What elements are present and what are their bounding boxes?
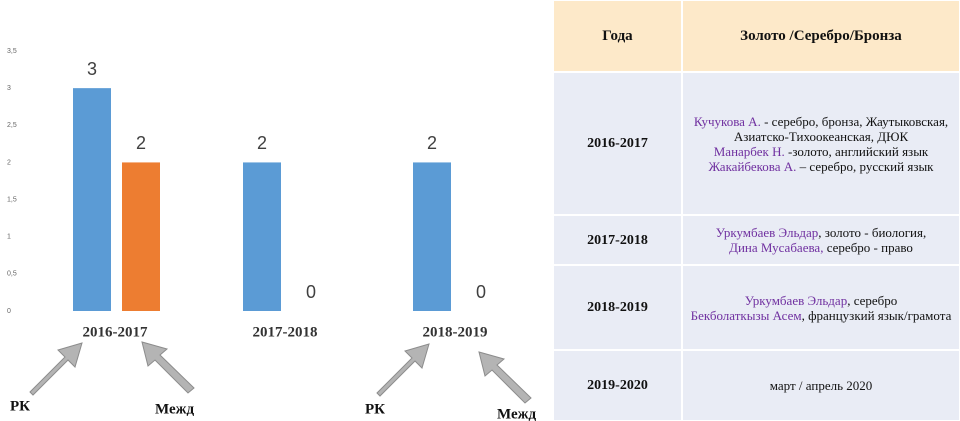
award-text: серебро - право [823,240,913,255]
data-label: 0 [306,282,316,302]
detail-line: Уркумбаев Эльдар, золото - биология, [716,225,926,240]
chart: 00,511,522,533,52016-2017322017-20182020… [7,48,536,421]
award-text: -золото, английский язык [784,143,929,159]
award-text: , золото - биология, [818,225,927,240]
data-label: 0 [476,282,486,302]
annotation: РК [365,401,385,417]
year: 2016-2017 [587,136,648,151]
award-text: - серебро, бронза, Жаутыковская, Азиатск… [733,113,949,144]
detail-line: март / апрель 2020 [770,378,873,393]
bar [73,88,111,312]
annotation: Межд [155,401,194,417]
arrow [29,342,83,396]
data-label: 3 [87,59,97,79]
header-text: Золото /Серебро/Бронза [740,27,902,44]
detail-line: Жакайбекова А. – серебро, русский язык [686,159,956,174]
year: 2018-2019 [587,300,648,315]
details: Уркумбаев Эльдар, серебро Бекболаткызы Ас… [691,293,952,323]
arrow [478,351,532,404]
data-label: 2 [257,133,267,153]
details: Кучукова А. - серебро, бронза, Жаутыковс… [686,114,956,174]
x-tick-label: 2018-2019 [423,324,488,340]
details: Уркумбаев Эльдар, золото - биология, Дина… [716,225,926,255]
arrow [376,343,430,397]
award-text: , французкий язык/грамота [801,307,952,323]
year-cell: 2019-2020 [553,350,682,421]
x-tick-label: 2017-2018 [253,324,318,340]
details-cell: Уркумбаев Эльдар, золото - биология, Дина… [682,215,960,265]
award-text: март / апрель 2020 [769,378,873,393]
detail-line: Бекболаткызы Асем, французкий язык/грамо… [691,308,952,323]
year-cell: 2016-2017 [553,72,682,215]
x-tick-label: 2016-2017 [83,324,148,340]
detail-line: Кучукова А. - серебро, бронза, Жаутыковс… [686,114,956,144]
annotation: РК [10,398,30,414]
annotation: Межд [497,406,536,421]
detail-line: Дина Мусабаева, серебро - право [716,240,926,255]
details: март / апрель 2020 [770,378,873,393]
header-cell: Года [553,0,682,72]
y-tick-label: 1 [7,234,11,241]
person-name: Кучукова А. [693,113,761,129]
year-cell: 2017-2018 [553,215,682,265]
detail-line: Уркумбаев Эльдар, серебро [691,293,952,308]
person-name: Жакайбекова А. [708,158,797,174]
y-tick-label: 3 [7,85,11,92]
y-tick-label: 3,5 [7,48,17,55]
bar [243,162,281,311]
person-name: Бекболаткызы Асем [690,307,802,323]
header-text: Года [602,27,633,44]
y-tick-label: 0,5 [7,271,17,278]
bar [122,162,160,311]
person-name: Уркумбаев Эльдар [744,292,848,308]
person-name: Уркумбаев Эльдар [715,225,819,240]
data-label: 2 [136,133,146,153]
y-tick-label: 2,5 [7,122,17,129]
y-tick-label: 2 [7,159,11,166]
award-text: – серебро, русский язык [796,158,934,174]
person-name: Дина Мусабаева, [729,240,824,255]
year: 2019-2020 [587,378,648,393]
data-label: 2 [427,133,437,153]
details-cell: март / апрель 2020 [682,350,960,421]
details-cell: Уркумбаев Эльдар, серебро Бекболаткызы Ас… [682,265,960,350]
header-cell: Золото /Серебро/Бронза [682,0,960,72]
details-cell: Кучукова А. - серебро, бронза, Жаутыковс… [682,72,960,215]
table: Года Золото /Серебро/Бронза 2016-2017 Кучук… [553,0,960,421]
bar [413,162,451,311]
y-tick-label: 0 [7,308,11,315]
year-cell: 2018-2019 [553,265,682,350]
person-name: Манарбек Н. [713,143,785,159]
arrow [141,341,195,394]
award-text: , серебро [847,292,898,308]
y-tick-label: 1,5 [7,196,17,203]
year: 2017-2018 [587,232,648,248]
detail-line: Манарбек Н. -золото, английский язык [686,144,956,159]
